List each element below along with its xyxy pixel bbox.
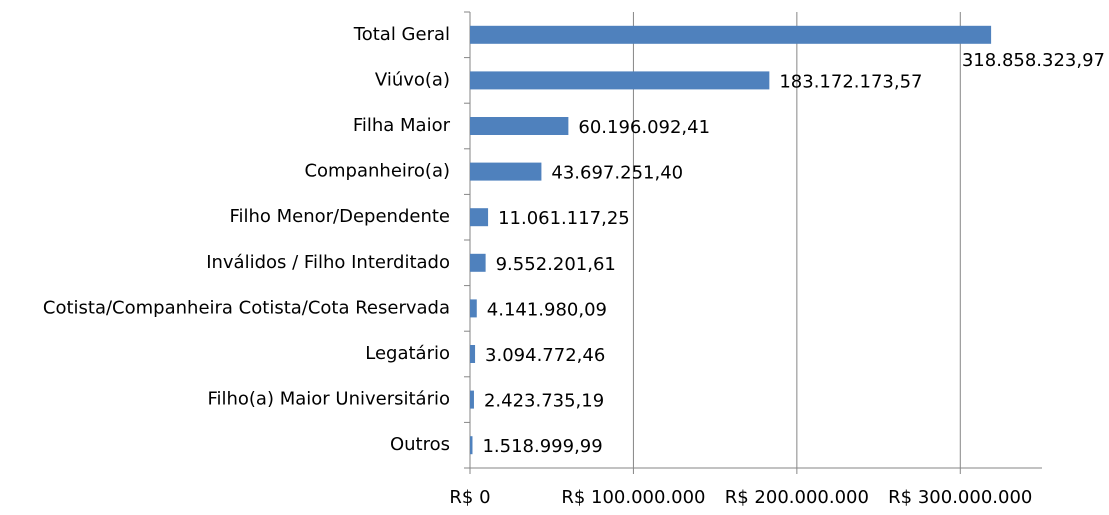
y-tick-label: Filho(a) Maior Universitário bbox=[207, 389, 450, 410]
bar bbox=[470, 253, 486, 272]
data-label: 60.196.092,41 bbox=[578, 117, 710, 138]
data-label: 1.518.999,99 bbox=[482, 436, 602, 457]
data-label: 318.858.323,97 bbox=[962, 50, 1105, 71]
y-tick-label: Outros bbox=[390, 434, 450, 455]
bar bbox=[470, 436, 473, 455]
y-tick-label: Filha Maior bbox=[353, 115, 451, 136]
data-label: 9.552.201,61 bbox=[496, 254, 616, 275]
data-label: 4.141.980,09 bbox=[487, 299, 607, 320]
x-tick-label: R$ 200.000.000 bbox=[725, 487, 869, 508]
x-tick-label: R$ 300.000.000 bbox=[888, 487, 1032, 508]
bar bbox=[470, 345, 476, 363]
bar bbox=[470, 117, 569, 135]
data-label: 11.061.117,25 bbox=[498, 208, 630, 229]
y-tick-label: Legatário bbox=[365, 343, 450, 364]
y-tick-label: Companheiro(a) bbox=[304, 161, 450, 182]
bar bbox=[470, 25, 992, 44]
data-label: 3.094.772,46 bbox=[485, 345, 605, 366]
bar bbox=[470, 162, 542, 181]
y-tick-label: Viúvo(a) bbox=[375, 69, 450, 90]
y-tick-label: Total Geral bbox=[353, 24, 450, 45]
data-label: 2.423.735,19 bbox=[484, 391, 604, 412]
bar bbox=[470, 208, 489, 227]
bar bbox=[470, 390, 474, 409]
data-label: 43.697.251,40 bbox=[551, 163, 683, 184]
bar bbox=[470, 299, 477, 318]
x-tick-label: R$ 100.000.000 bbox=[561, 487, 705, 508]
data-label: 183.172.173,57 bbox=[779, 71, 922, 92]
x-tick-label: R$ 0 bbox=[449, 487, 490, 508]
y-tick-label: Inválidos / Filho Interditado bbox=[206, 252, 450, 273]
y-tick-label: Filho Menor/Dependente bbox=[229, 206, 450, 227]
bar bbox=[470, 71, 770, 90]
y-tick-label: Cotista/Companheira Cotista/Cota Reserva… bbox=[43, 297, 450, 318]
